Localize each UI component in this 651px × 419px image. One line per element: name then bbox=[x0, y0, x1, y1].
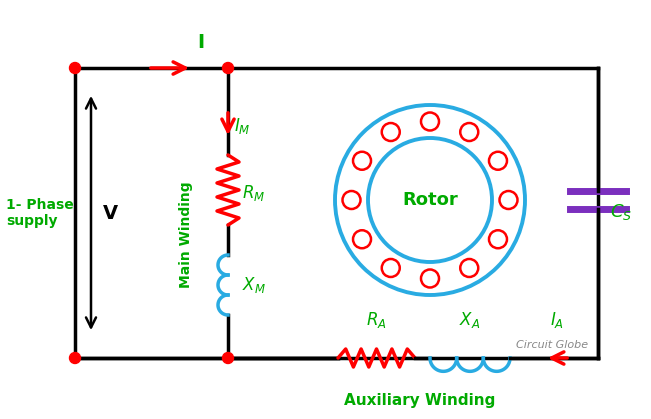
Text: Circuit Globe: Circuit Globe bbox=[516, 340, 588, 350]
Text: V: V bbox=[103, 204, 118, 222]
Text: 1- Phase
supply: 1- Phase supply bbox=[6, 198, 74, 228]
Circle shape bbox=[70, 62, 81, 73]
Text: $X_A$: $X_A$ bbox=[460, 310, 480, 330]
Circle shape bbox=[70, 352, 81, 364]
Text: $C_S$: $C_S$ bbox=[610, 202, 632, 222]
Text: $R_M$: $R_M$ bbox=[242, 183, 265, 203]
Text: $I_A$: $I_A$ bbox=[550, 310, 564, 330]
Text: $X_M$: $X_M$ bbox=[242, 275, 266, 295]
Circle shape bbox=[223, 62, 234, 73]
Text: Main Winding: Main Winding bbox=[179, 182, 193, 288]
Text: I: I bbox=[197, 33, 204, 52]
Circle shape bbox=[223, 352, 234, 364]
Text: Rotor: Rotor bbox=[402, 191, 458, 209]
Text: Auxiliary Winding: Auxiliary Winding bbox=[344, 393, 495, 408]
Text: $R_A$: $R_A$ bbox=[366, 310, 387, 330]
Text: $I_M$: $I_M$ bbox=[234, 116, 251, 136]
